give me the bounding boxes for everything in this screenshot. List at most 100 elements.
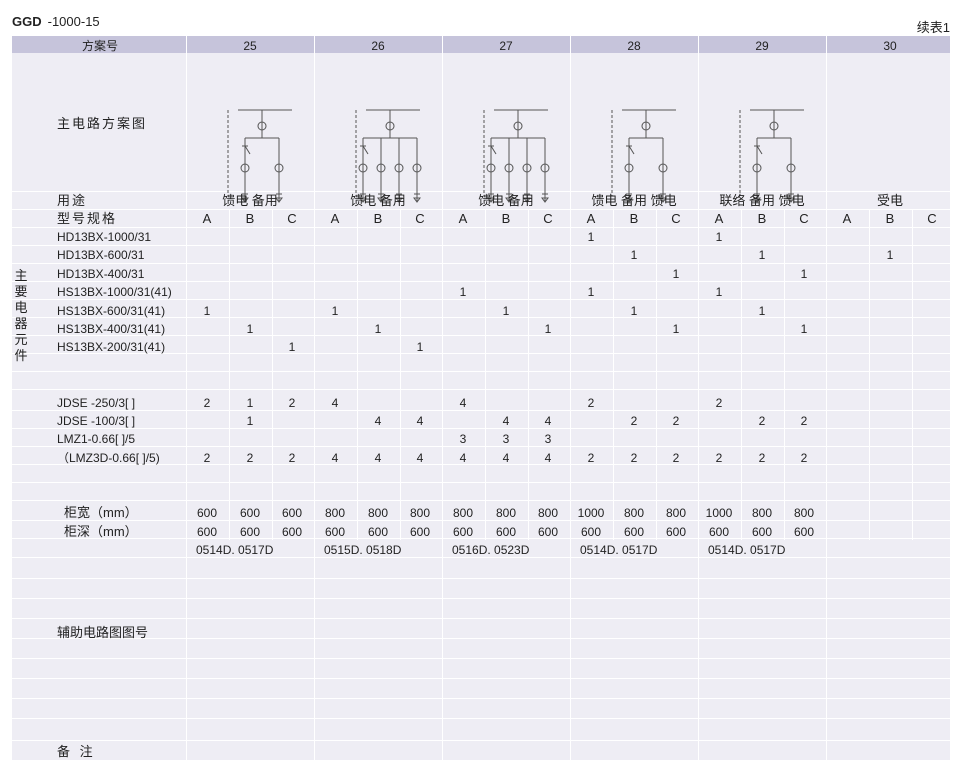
component-quantity: 2 [587, 451, 595, 465]
sub-column-header: A [586, 211, 596, 226]
component-quantity: 1 [672, 267, 680, 281]
cabinet-width-value: 600 [239, 506, 261, 520]
usage-value: 馈电 备用 馈电 [591, 193, 677, 208]
sub-column-header: C [287, 211, 297, 226]
cabinet-width-value: 800 [367, 506, 389, 520]
grid-line [784, 209, 785, 540]
grid-line [12, 500, 950, 501]
component-quantity: 4 [459, 451, 467, 465]
component-quantity: 1 [672, 322, 680, 336]
component-quantity: 4 [544, 414, 552, 428]
component-quantity: 2 [672, 451, 680, 465]
component-quantity: 3 [544, 432, 552, 446]
component-quantity: 4 [544, 451, 552, 465]
cabinet-depth-value: 600 [793, 525, 815, 539]
sub-column-header: A [202, 211, 212, 226]
cabinet-depth-value: 600 [495, 525, 517, 539]
component-quantity: 2 [203, 396, 211, 410]
cabinet-width-value: 800 [623, 506, 645, 520]
document-title: GGD -1000-15 [12, 14, 100, 29]
component-name: HS13BX-600/31(41) [57, 304, 166, 318]
main-circuit-diagram [611, 109, 676, 203]
grid-line [12, 209, 950, 210]
cabinet-depth-value: 600 [665, 525, 687, 539]
grid-line [869, 209, 870, 540]
sub-column-header: A [458, 211, 468, 226]
component-quantity: 4 [416, 451, 424, 465]
component-name: LMZ1-0.66[ ]/5 [57, 432, 136, 446]
spec-label: 型号规格 [57, 211, 118, 226]
cabinet-depth-value: 600 [367, 525, 389, 539]
sub-column-header: A [714, 211, 724, 226]
component-quantity: 2 [587, 396, 595, 410]
grid-line [12, 578, 950, 579]
sub-column-header: B [501, 211, 511, 226]
grid-line [12, 718, 950, 719]
grid-line [656, 209, 657, 540]
grid-line [400, 209, 401, 540]
cabinet-depth-value: 600 [196, 525, 218, 539]
component-quantity: 1 [246, 414, 254, 428]
grid-line [12, 410, 950, 411]
aux-circuit-ref: 0514D. 0517D [708, 543, 786, 557]
component-quantity: 2 [715, 396, 723, 410]
grid-line [528, 209, 529, 540]
component-quantity: 2 [758, 451, 766, 465]
sub-column-header: B [629, 211, 639, 226]
grid-line [12, 317, 950, 318]
component-quantity: 1 [587, 285, 595, 299]
aux-circuit-label: 辅助电路图图号 [57, 625, 149, 640]
grid-line [12, 520, 950, 521]
grid-line [741, 209, 742, 540]
circuit-diagram-label: 主电路方案图 [57, 116, 148, 131]
scheme-number: 30 [883, 39, 897, 53]
grid-line [12, 678, 950, 679]
component-quantity: 2 [246, 451, 254, 465]
component-quantity: 2 [288, 396, 296, 410]
grid-line [442, 36, 443, 760]
main-components-label: 主要电器元件 [14, 268, 28, 363]
cabinet-width-value: 600 [281, 506, 303, 520]
component-quantity: 1 [715, 285, 723, 299]
grid-line [357, 209, 358, 540]
component-quantity: 1 [203, 304, 211, 318]
grid-line [12, 335, 950, 336]
component-quantity: 4 [374, 414, 382, 428]
aux-circuit-ref: 0514D. 0517D [196, 543, 274, 557]
component-name: HS13BX-200/31(41) [57, 340, 166, 354]
component-name: HD13BX-400/31 [57, 267, 145, 281]
component-quantity: 4 [502, 451, 510, 465]
component-quantity: 2 [800, 414, 808, 428]
grid-line [12, 698, 950, 699]
cabinet-depth-value: 600 [324, 525, 346, 539]
component-quantity: 1 [630, 304, 638, 318]
cabinet-width-value: 800 [495, 506, 517, 520]
grid-line [613, 209, 614, 540]
component-quantity: 1 [630, 248, 638, 262]
component-quantity: 1 [758, 248, 766, 262]
cabinet-depth-label: 柜深（mm） [64, 524, 138, 539]
sub-column-header: C [927, 211, 937, 226]
cabinet-depth-value: 600 [580, 525, 602, 539]
main-circuit-diagram [739, 109, 804, 203]
component-quantity: 1 [374, 322, 382, 336]
component-name: HD13BX-600/31 [57, 248, 145, 262]
cabinet-depth-value: 600 [537, 525, 559, 539]
sub-column-header: C [799, 211, 809, 226]
scheme-number: 28 [627, 39, 641, 53]
component-quantity: 2 [630, 451, 638, 465]
grid-line [12, 618, 950, 619]
grid-line [12, 353, 950, 354]
main-circuit-diagram [227, 109, 292, 203]
cabinet-width-value: 800 [537, 506, 559, 520]
grid-line [12, 446, 950, 447]
grid-line [826, 36, 827, 760]
component-quantity: 4 [502, 414, 510, 428]
component-quantity: 2 [630, 414, 638, 428]
cabinet-width-value: 800 [324, 506, 346, 520]
component-name: HS13BX-1000/31(41) [57, 285, 172, 299]
cabinet-width-value: 600 [196, 506, 218, 520]
scheme-number: 27 [499, 39, 513, 53]
cabinet-depth-value: 600 [239, 525, 261, 539]
component-quantity: 1 [459, 285, 467, 299]
